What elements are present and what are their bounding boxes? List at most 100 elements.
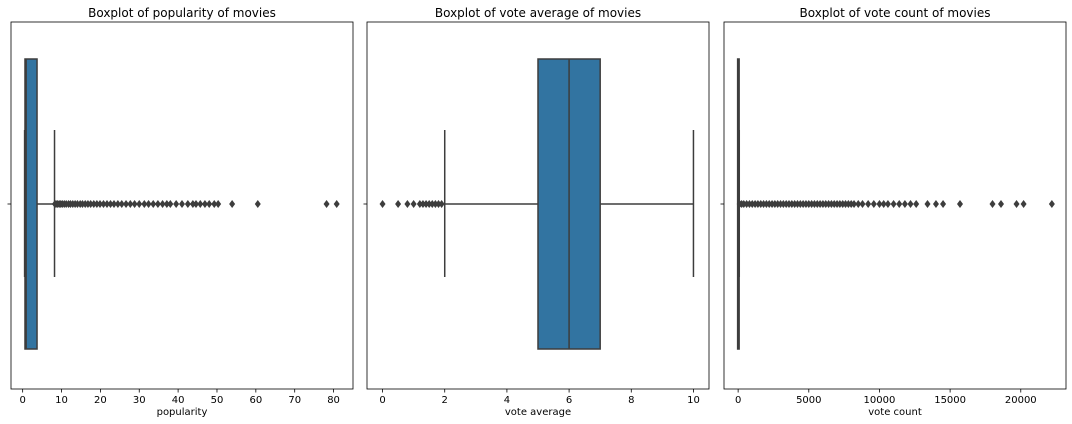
outlier-point-popularity [323, 200, 330, 208]
axes-frame-vote-average [366, 21, 710, 390]
outlier-point-vote-count [924, 200, 931, 208]
outlier-point-popularity [87, 200, 94, 208]
axes-frame-vote-count [723, 21, 1067, 390]
outlier-point-vote-count [851, 200, 858, 208]
outlier-point-vote-count [890, 200, 897, 208]
outlier-point-vote-average [404, 200, 411, 208]
outlier-point-popularity [93, 200, 100, 208]
outlier-point-popularity [136, 200, 143, 208]
outlier-point-popularity [107, 200, 114, 208]
outlier-point-popularity [110, 200, 117, 208]
outlier-point-popularity [145, 200, 152, 208]
outlier-point-popularity [154, 200, 161, 208]
outlier-point-popularity [211, 200, 218, 208]
x-tick-label-vote-count: 10000 [864, 395, 896, 406]
x-tick-label-popularity: 0 [19, 395, 25, 406]
outlier-point-popularity [197, 200, 204, 208]
outlier-point-popularity [189, 200, 196, 208]
outlier-point-vote-count [865, 200, 872, 208]
outlier-point-vote-count [989, 200, 996, 208]
panel-vote-count: Boxplot of vote count of movies vote cou… [800, 6, 991, 418]
outlier-point-vote-count [1020, 200, 1027, 208]
x-tick-label-popularity: 60 [249, 395, 262, 406]
outlier-point-vote-average [429, 200, 436, 208]
outlier-point-popularity [141, 200, 148, 208]
x-tick-label-popularity: 70 [288, 395, 301, 406]
outlier-point-popularity [179, 200, 185, 208]
outlier-point-popularity [167, 200, 174, 208]
x-tick-label-vote-count: 5000 [796, 395, 821, 406]
outlier-point-popularity [150, 200, 157, 208]
outlier-point-vote-count [913, 200, 920, 208]
outlier-point-popularity [100, 200, 107, 208]
outlier-point-vote-average [379, 200, 386, 208]
outlier-point-popularity [103, 200, 110, 208]
outlier-point-popularity [333, 200, 340, 208]
x-tick-label-popularity: 50 [211, 395, 224, 406]
outlier-point-popularity [229, 200, 236, 208]
outlier-point-popularity [123, 200, 130, 208]
outlier-point-vote-count [932, 200, 939, 208]
outlier-point-vote-count [859, 200, 866, 208]
outlier-point-vote-count [880, 200, 887, 208]
outlier-point-popularity [163, 200, 170, 208]
outlier-point-vote-average [423, 200, 430, 208]
x-tick-label-vote-count: 15000 [934, 395, 966, 406]
x-tick-label-popularity: 40 [172, 395, 185, 406]
axes-frame-popularity [10, 21, 354, 390]
x-tick-label-vote-average: 0 [379, 395, 385, 406]
x-tick-label-popularity: 10 [55, 395, 68, 406]
outlier-point-vote-count [997, 200, 1004, 208]
outlier-point-popularity [114, 200, 121, 208]
outlier-point-vote-count [940, 200, 947, 208]
outlier-point-vote-count [957, 200, 964, 208]
outlier-point-popularity [201, 200, 208, 208]
outlier-point-vote-average [416, 200, 423, 208]
outlier-point-vote-average [410, 200, 417, 208]
chart-title-vote-average: Boxplot of vote average of movies [435, 6, 641, 20]
outlier-point-vote-average [432, 200, 439, 208]
x-tick-label-popularity: 20 [94, 395, 107, 406]
box-iqr-popularity [24, 58, 38, 350]
x-tick-label-vote-average: 8 [628, 395, 634, 406]
x-axis-label-vote-count: vote count [868, 407, 922, 418]
outlier-point-vote-count [870, 200, 877, 208]
x-tick-label-vote-average: 4 [504, 395, 510, 406]
outlier-point-vote-count [907, 200, 914, 208]
panel-popularity: Boxplot of popularity of movies populari… [88, 6, 276, 418]
outlier-point-popularity [127, 200, 134, 208]
outlier-point-popularity [173, 200, 180, 208]
outlier-point-vote-count [901, 200, 908, 208]
outlier-point-vote-average [395, 200, 402, 208]
x-tick-label-popularity: 30 [133, 395, 146, 406]
outlier-point-popularity [192, 200, 199, 208]
outlier-point-vote-count [896, 200, 903, 208]
x-tick-label-vote-average: 6 [566, 395, 572, 406]
x-tick-label-popularity: 80 [327, 395, 340, 406]
outlier-point-popularity [184, 200, 191, 208]
chart-title-popularity: Boxplot of popularity of movies [88, 6, 276, 20]
outlier-point-popularity [215, 200, 222, 208]
outlier-point-vote-average [435, 200, 442, 208]
outlier-point-popularity [118, 200, 125, 208]
outlier-point-vote-average [419, 200, 426, 208]
x-tick-label-vote-average: 10 [687, 395, 700, 406]
outlier-point-popularity [254, 200, 261, 208]
x-axis-label-vote-average: vote average [505, 407, 571, 418]
outlier-point-vote-count [884, 200, 891, 208]
outlier-point-popularity [90, 200, 97, 208]
outlier-point-popularity [206, 200, 213, 208]
outlier-point-vote-count [855, 200, 862, 208]
outlier-point-popularity [96, 200, 103, 208]
panel-vote-average: Boxplot of vote average of movies vote a… [435, 6, 641, 418]
chart-title-vote-count: Boxplot of vote count of movies [800, 6, 991, 20]
outlier-point-vote-average [438, 200, 445, 208]
x-tick-label-vote-count: 20000 [1005, 395, 1037, 406]
x-axis-label-popularity: popularity [157, 407, 208, 418]
outlier-point-popularity [131, 200, 138, 208]
outlier-point-vote-count [1013, 200, 1020, 208]
x-tick-label-vote-count: 0 [735, 395, 741, 406]
outlier-point-vote-count [876, 200, 883, 208]
